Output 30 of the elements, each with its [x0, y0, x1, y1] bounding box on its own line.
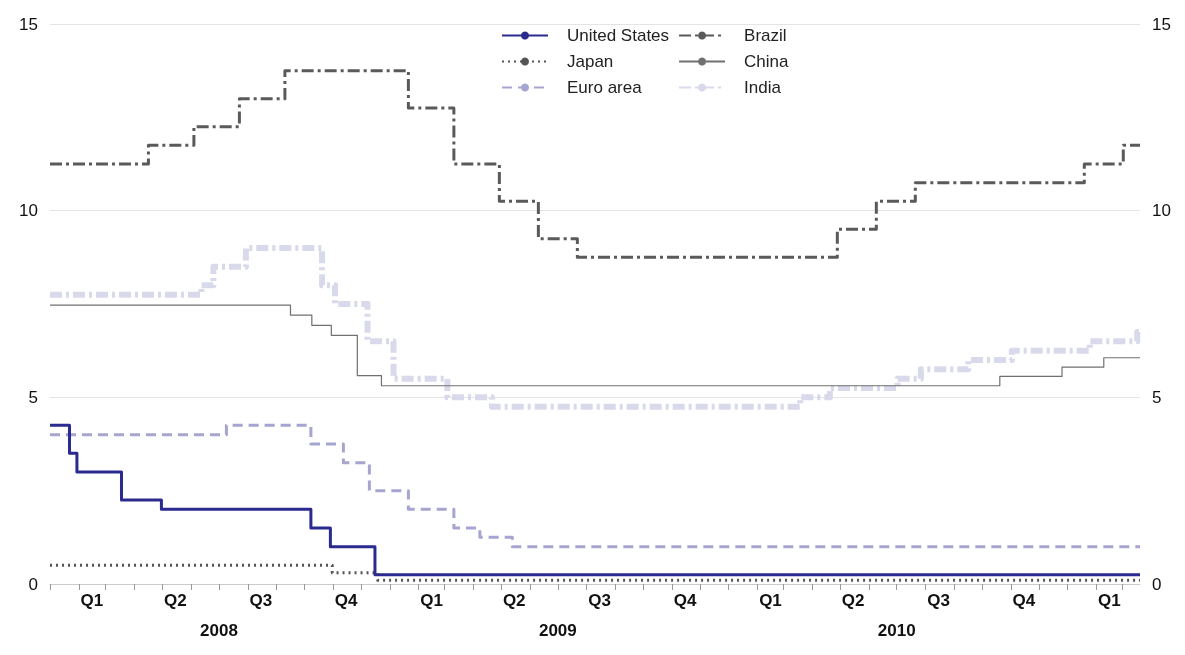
x-tick-label: Q1 [420, 591, 443, 610]
x-tick-label: Q2 [164, 591, 187, 610]
y-tick-label: 10 [19, 201, 38, 221]
x-tick-label: Q3 [927, 591, 950, 610]
x-tick-label: Q3 [249, 591, 273, 610]
x2-tick-label: 2008 [200, 621, 238, 640]
y-tick-label: 0 [28, 574, 38, 594]
y2-tick-label: 0 [1152, 574, 1162, 594]
x-tick-label: Q4 [1012, 591, 1036, 610]
legend-label: United States [567, 26, 670, 45]
x-tick-label: Q2 [502, 591, 526, 610]
y2-tick-label: 5 [1152, 387, 1162, 407]
x-tick-label: Q4 [334, 591, 359, 610]
y2-tick-label: 15 [1152, 14, 1171, 34]
x2-tick-label: 2009 [538, 621, 577, 640]
legend-label: Brazil [744, 26, 787, 45]
x-tick-label: Q1 [759, 591, 782, 610]
legend-label: Euro area [567, 78, 643, 97]
x-tick-label: Q2 [841, 591, 865, 610]
legend-label: China [744, 52, 790, 71]
x-tick-label: Q3 [588, 591, 611, 610]
legend-label: Japan [567, 52, 614, 71]
x-tick-label: Q4 [673, 591, 697, 610]
legend-label: India [744, 78, 782, 97]
y2-tick-label: 10 [1152, 201, 1171, 221]
y-tick-label: 5 [28, 387, 38, 407]
y-tick-label: 15 [19, 14, 38, 34]
x2-tick-label: 2010 [877, 621, 916, 640]
x-tick-label: Q1 [1098, 591, 1121, 610]
x-tick-label: Q1 [80, 591, 104, 610]
